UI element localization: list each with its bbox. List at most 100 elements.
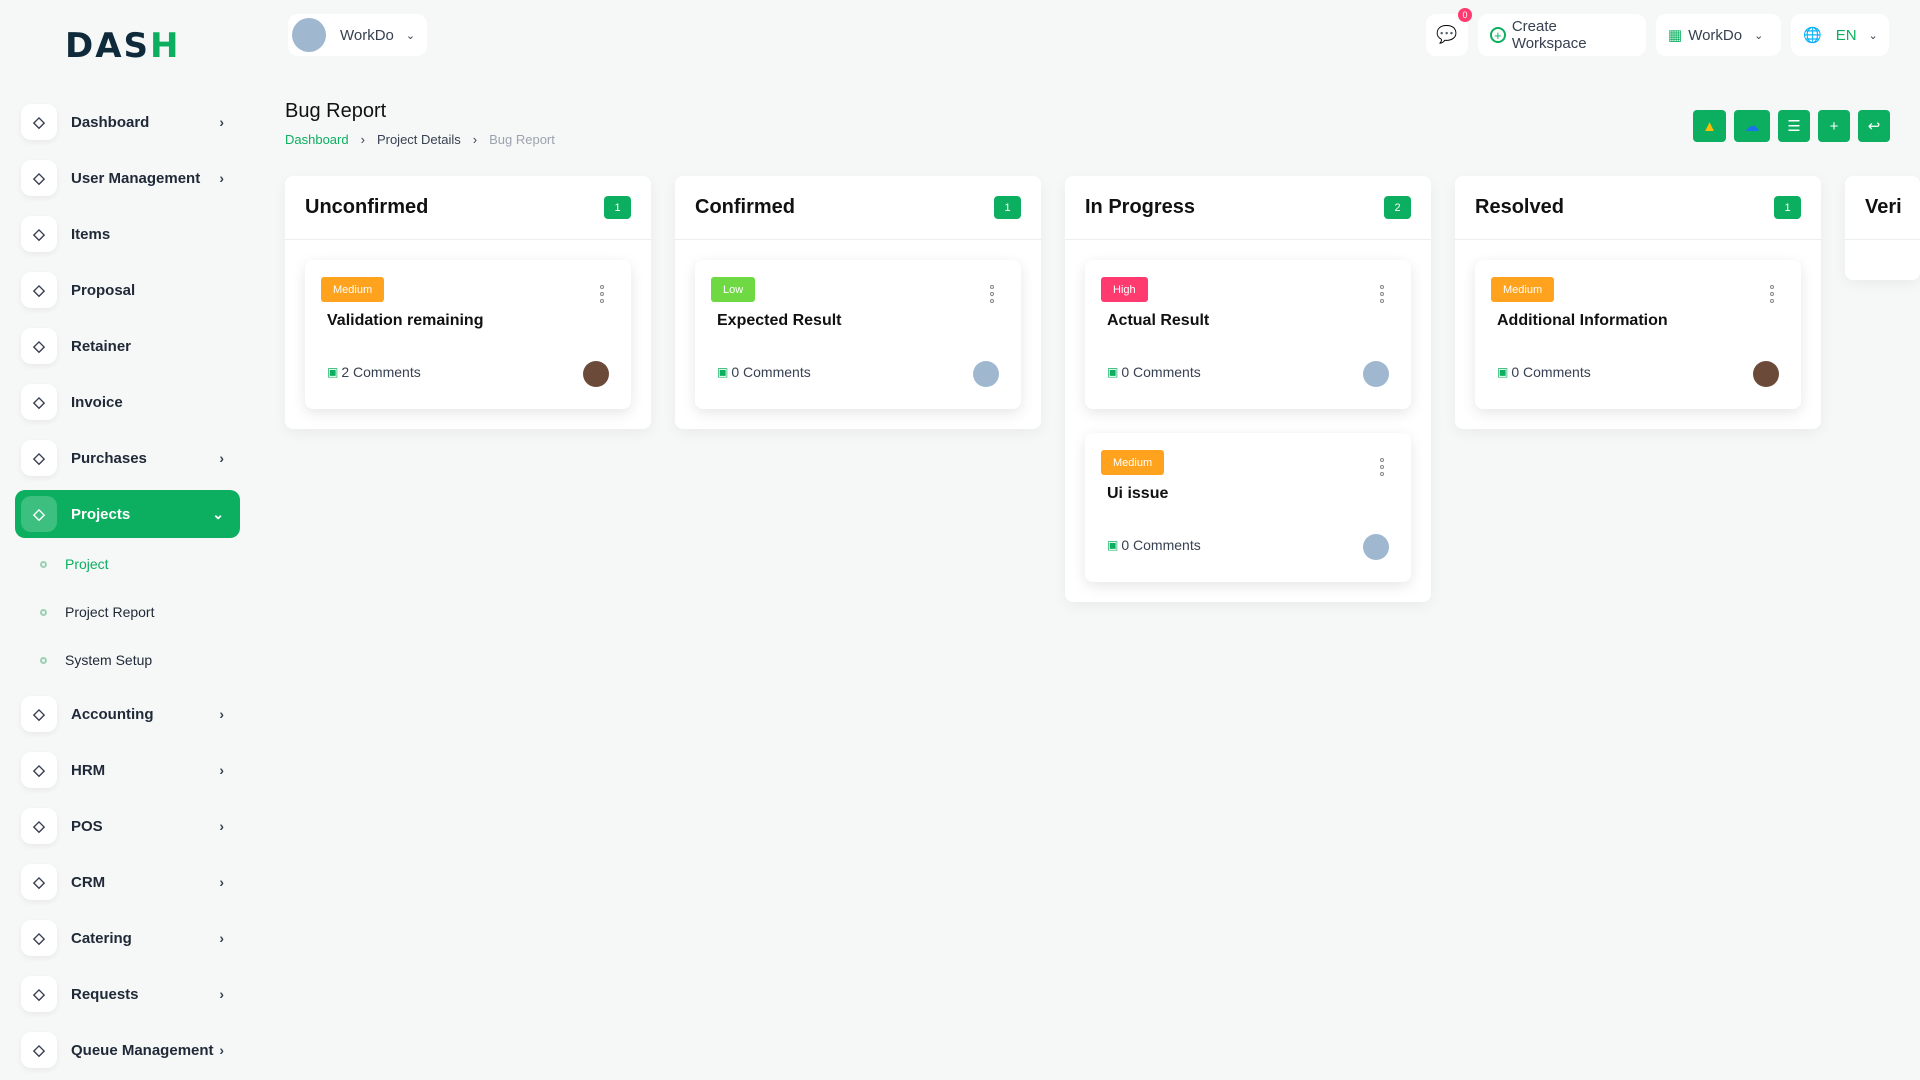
create-workspace-button[interactable]: + Create Workspace — [1478, 14, 1646, 56]
assignee-avatar[interactable] — [583, 361, 609, 387]
breadcrumb-dashboard[interactable]: Dashboard — [285, 132, 349, 147]
sidebar-item-hrm[interactable]: ◇ HRM › — [15, 746, 240, 794]
count-badge: 2 — [1384, 196, 1411, 219]
user-plus-icon: ◇ — [21, 976, 57, 1012]
count-badge: 1 — [994, 196, 1021, 219]
sidebar-item-user-management[interactable]: ◇ User Management › — [15, 154, 240, 202]
card-title[interactable]: Actual Result — [1107, 312, 1210, 329]
sidebar-item-invoice[interactable]: ◇ Invoice — [15, 378, 240, 426]
breadcrumb-project-details[interactable]: Project Details — [376, 132, 461, 147]
chevron-right-icon: › — [219, 986, 224, 1002]
language-selector[interactable]: 🌐 EN ⌄ — [1791, 14, 1889, 56]
count-badge: 1 — [604, 196, 631, 219]
onedrive-button[interactable]: ☁ — [1734, 110, 1770, 142]
sidebar-item-catering[interactable]: ◇ Catering › — [15, 914, 240, 962]
grid-icon: ◇ — [21, 696, 57, 732]
more-options-icon[interactable] — [1379, 285, 1385, 303]
comment-icon: ▣ — [717, 365, 729, 379]
sidebar-subitem[interactable]: Project — [40, 556, 109, 572]
assignee-avatar[interactable] — [973, 361, 999, 387]
sidebar-item-pos[interactable]: ◇ POS › — [15, 802, 240, 850]
card-title[interactable]: Expected Result — [717, 312, 842, 329]
sidebar-item-retainer[interactable]: ◇ Retainer — [15, 322, 240, 370]
chevron-right-icon: › — [360, 132, 365, 147]
card-title[interactable]: Additional Information — [1497, 312, 1668, 329]
pos-grid-icon: ◇ — [21, 808, 57, 844]
sidebar-item-queue-management[interactable]: ◇ Queue Management › — [15, 1026, 240, 1074]
phone-icon: ◇ — [21, 1032, 57, 1068]
chevron-right-icon: › — [219, 930, 224, 946]
bug-card[interactable]: High Actual Result ▣ 0 Comments — [1085, 260, 1411, 409]
comment-icon: ▣ — [1497, 365, 1509, 379]
sidebar-item-dashboard[interactable]: ◇ Dashboard › — [15, 98, 240, 146]
sidebar-item-items[interactable]: ◇ Items — [15, 210, 240, 258]
card-title[interactable]: Ui issue — [1107, 485, 1169, 502]
column-header: Confirmed 1 — [675, 176, 1041, 240]
workspace-switcher[interactable]: WorkDo ⌄ — [288, 14, 428, 56]
kanban-column: Resolved 1 Medium Additional Information ▣ 0 … — [1455, 176, 1821, 429]
more-options-icon[interactable] — [1379, 458, 1385, 476]
workspace-menu[interactable]: ▦ WorkDo ⌄ — [1656, 14, 1781, 56]
sidebar-item-requests[interactable]: ◇ Requests › — [15, 970, 240, 1018]
bug-card[interactable]: Low Expected Result ▣ 0 Comments — [695, 260, 1021, 409]
back-icon: ↩ — [1867, 118, 1881, 135]
list-view-button[interactable]: ☰ — [1778, 110, 1810, 142]
sidebar-item-accounting[interactable]: ◇ Accounting › — [15, 690, 240, 738]
column-header: In Progress 2 — [1065, 176, 1431, 240]
bug-card[interactable]: Medium Validation remaining ▣ 2 Comments — [305, 260, 631, 409]
comments: ▣ 0 Comments — [717, 364, 811, 380]
workspace-avatar — [292, 18, 326, 52]
sidebar-subitem[interactable]: System Setup — [40, 652, 152, 668]
bullet-icon — [40, 656, 47, 664]
google-drive-icon: ▲ — [1702, 117, 1717, 135]
add-button[interactable]: + — [1818, 110, 1850, 142]
chevron-right-icon: › — [219, 874, 224, 890]
retainer-icon: ◇ — [21, 328, 57, 364]
chevron-right-icon: › — [219, 450, 224, 466]
more-options-icon[interactable] — [1769, 285, 1775, 303]
list-icon: ☰ — [1787, 118, 1801, 135]
onedrive-icon: ☁ — [1744, 118, 1760, 135]
sidebar-item-purchases[interactable]: ◇ Purchases › — [15, 434, 240, 482]
cart-icon: ◇ — [21, 440, 57, 476]
sidebar-subitem[interactable]: Project Report — [40, 604, 154, 620]
kanban-column: Unconfirmed 1 Medium Validation remaining ▣ 2… — [285, 176, 651, 429]
sidebar-item-proposal[interactable]: ◇ Proposal — [15, 266, 240, 314]
kanban-column: In Progress 2 High Actual Result ▣ 0 Comments… — [1065, 176, 1431, 602]
messages-button[interactable]: 💬 0 — [1426, 8, 1472, 56]
proposal-icon: ◇ — [21, 272, 57, 308]
create-workspace-label: Create Workspace — [1511, 18, 1587, 52]
comments: ▣ 0 Comments — [1107, 364, 1201, 380]
more-options-icon[interactable] — [599, 285, 605, 303]
bug-card[interactable]: Medium Ui issue ▣ 0 Comments — [1085, 433, 1411, 582]
comment-icon: ▣ — [327, 365, 339, 379]
chevron-right-icon: › — [219, 114, 224, 130]
assignee-avatar[interactable] — [1363, 361, 1389, 387]
notification-badge: 0 — [1458, 8, 1472, 22]
comments: ▣ 0 Comments — [1497, 364, 1591, 380]
back-button[interactable]: ↩ — [1858, 110, 1890, 142]
crm-icon: ◇ — [21, 864, 57, 900]
bullet-icon — [40, 608, 47, 616]
logo[interactable]: DASH — [65, 26, 181, 66]
google-drive-button[interactable]: ▲ — [1693, 110, 1726, 142]
kanban-column: Veri — [1845, 176, 1920, 280]
comments: ▣ 2 Comments — [327, 364, 421, 380]
bug-card[interactable]: Medium Additional Information ▣ 0 Comments — [1475, 260, 1801, 409]
chevron-down-icon: ⌄ — [212, 505, 224, 522]
sidebar-item-projects[interactable]: ◇ Projects ⌄ — [15, 490, 240, 538]
assignee-avatar[interactable] — [1363, 534, 1389, 560]
priority-badge: High — [1101, 277, 1148, 302]
more-options-icon[interactable] — [989, 285, 995, 303]
count-badge: 1 — [1774, 196, 1801, 219]
chevron-right-icon: › — [219, 818, 224, 834]
chevron-down-icon: ⌄ — [1868, 29, 1878, 42]
assignee-avatar[interactable] — [1753, 361, 1779, 387]
users-icon: ◇ — [21, 160, 57, 196]
card-title[interactable]: Validation remaining — [327, 312, 484, 329]
chevron-down-icon: ⌄ — [1754, 29, 1764, 42]
sidebar-item-crm[interactable]: ◇ CRM › — [15, 858, 240, 906]
invoice-icon: ◇ — [21, 384, 57, 420]
chevron-right-icon: › — [219, 1042, 224, 1058]
workspace-name: WorkDo — [340, 26, 394, 44]
